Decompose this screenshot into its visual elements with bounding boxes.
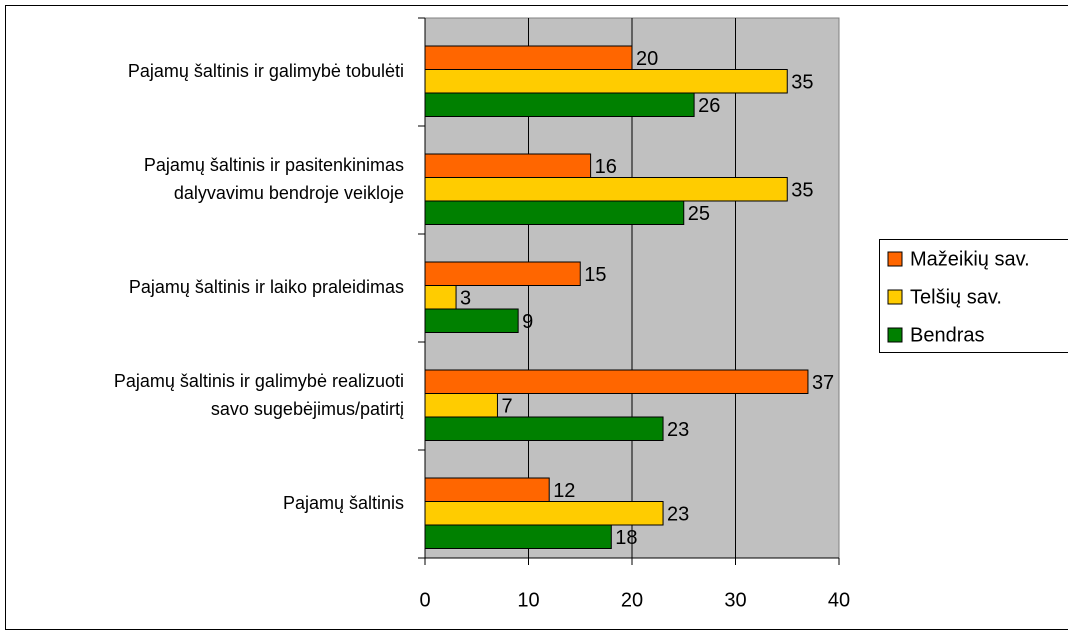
bar xyxy=(424,369,809,394)
bar xyxy=(424,524,612,549)
data-label: 35 xyxy=(791,72,813,94)
y-tick-label: Pajamų šaltinis xyxy=(283,493,404,513)
x-tick-label: 20 xyxy=(621,589,643,611)
data-label: 25 xyxy=(688,203,710,225)
legend-swatch xyxy=(887,289,903,305)
y-tick-label: dalyvavimu bendroje veikloje xyxy=(174,183,404,203)
x-tick-label: 30 xyxy=(724,589,746,611)
data-label: 23 xyxy=(667,504,689,526)
bar xyxy=(424,153,592,178)
y-tick-label: Pajamų šaltinis ir pasitenkinimas xyxy=(144,155,404,175)
data-label: 12 xyxy=(553,480,575,502)
data-label: 18 xyxy=(615,527,637,549)
y-tick-label: Pajamų šaltinis ir galimybė tobulėti xyxy=(128,61,404,81)
bar xyxy=(424,69,788,94)
bar xyxy=(424,477,550,502)
legend-label: Mažeikių sav. xyxy=(910,248,1030,270)
bar xyxy=(424,92,695,117)
bar xyxy=(424,285,457,310)
bar xyxy=(424,308,519,333)
data-label: 23 xyxy=(667,419,689,441)
x-tick-label: 40 xyxy=(828,589,850,611)
y-tick-label: Pajamų šaltinis ir laiko praleidimas xyxy=(129,277,404,297)
data-label: 9 xyxy=(522,311,533,333)
data-label: 37 xyxy=(812,372,834,394)
y-tick-label: savo sugebėjimus/patirtį xyxy=(211,399,404,419)
bar xyxy=(424,261,581,286)
data-label: 26 xyxy=(698,95,720,117)
bar xyxy=(424,501,664,526)
y-tick-label: Pajamų šaltinis ir galimybė realizuoti xyxy=(114,371,404,391)
data-label: 7 xyxy=(501,396,512,418)
data-label: 15 xyxy=(584,264,606,286)
data-label: 20 xyxy=(636,48,658,70)
data-label: 35 xyxy=(791,180,813,202)
legend-swatch xyxy=(887,251,903,267)
bar xyxy=(424,45,633,70)
data-label: 16 xyxy=(595,156,617,178)
x-tick-label: 0 xyxy=(419,589,430,611)
legend-label: Bendras xyxy=(910,324,985,346)
bar xyxy=(424,200,685,225)
legend-box xyxy=(879,239,1068,353)
legend-swatch xyxy=(887,327,903,343)
bar xyxy=(424,393,498,418)
legend-label: Telšių sav. xyxy=(910,286,1002,308)
bar xyxy=(424,177,788,202)
x-tick-label: 10 xyxy=(517,589,539,611)
bar xyxy=(424,416,664,441)
data-label: 3 xyxy=(460,288,471,310)
